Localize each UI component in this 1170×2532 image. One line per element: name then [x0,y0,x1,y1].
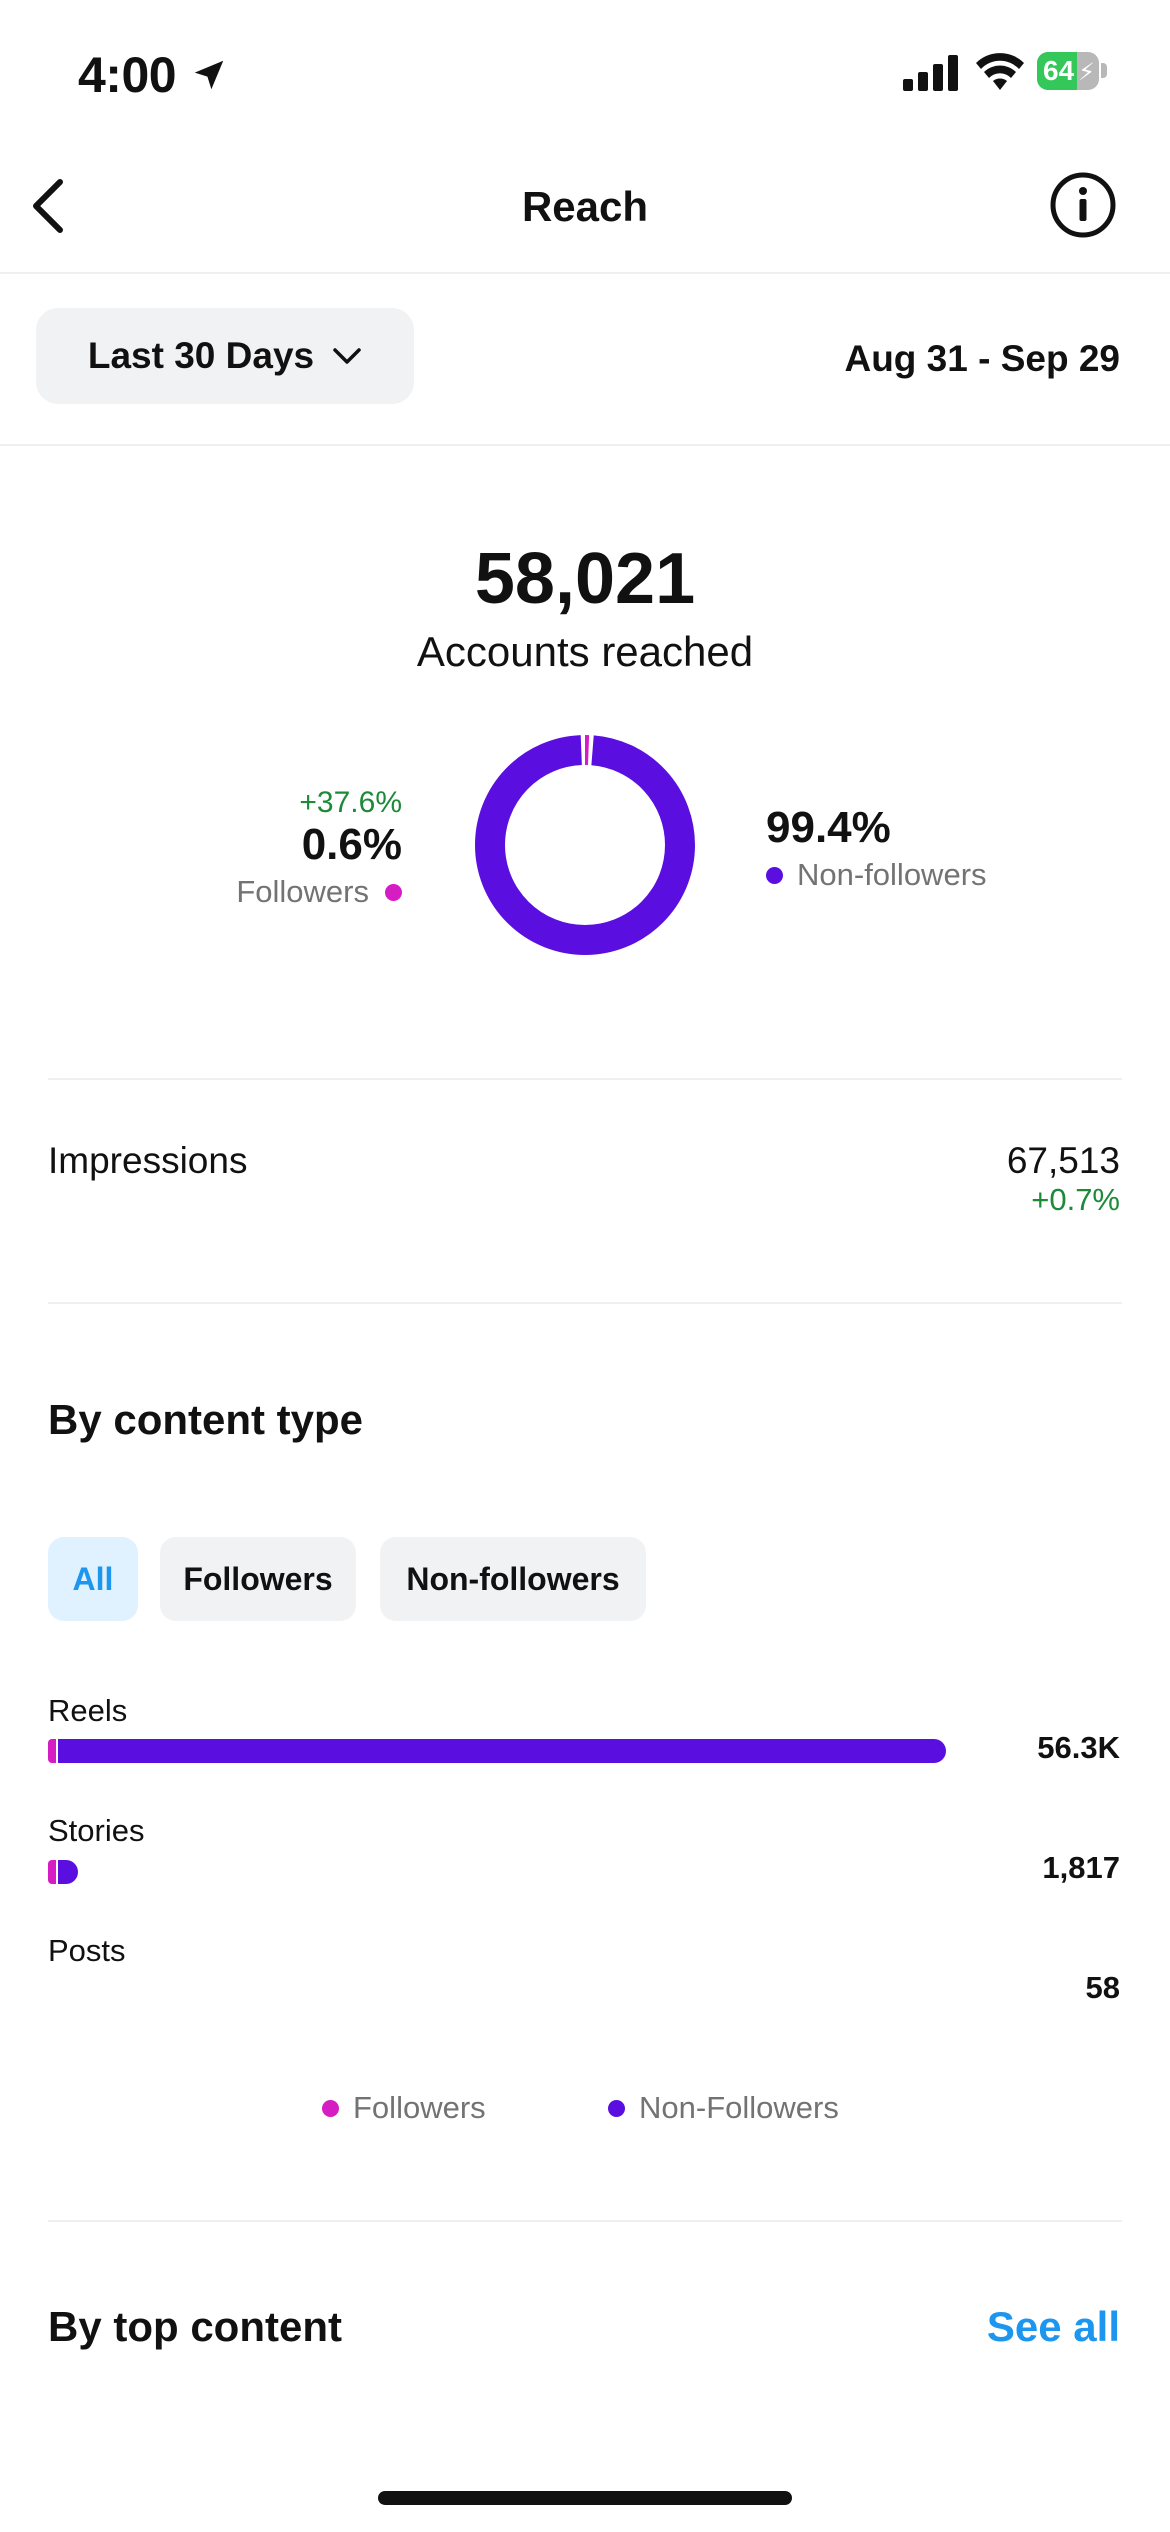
bar-value-reels: 56.3K [1037,1730,1120,1765]
tab-all[interactable]: All [48,1537,138,1621]
charging-bolt-icon: ⚡ [1078,59,1095,86]
non-followers-legend-label: Non-followers [797,857,987,892]
date-range-dropdown-label: Last 30 Days [87,335,315,376]
battery-level: 64 [1043,55,1075,86]
non-followers-legend: Non-followers [766,857,987,893]
followers-legend: Followers [236,874,402,910]
see-all-link[interactable]: See all [986,2303,1120,2350]
accounts-reached-count: 58,021 [474,539,696,619]
tab-followers[interactable]: Followers [160,1537,356,1621]
bar-label-stories: Stories [48,1813,145,1848]
accounts-reached-label: Accounts reached [416,628,754,675]
bar-segment-non-followers-stories [58,1860,78,1884]
bar-label-reels: Reels [48,1693,128,1728]
impressions-label: Impressions [48,1140,248,1181]
battery-indicator: 64 ⚡ [1037,52,1099,90]
chevron-down-icon [333,348,361,364]
bar-segment-followers-stories [48,1860,56,1884]
bar-value-stories: 1,817 [1042,1850,1120,1885]
header-divider [0,272,1170,274]
back-chevron-icon[interactable] [22,176,82,236]
donut-followers-segment [475,735,695,955]
tab-non-followers[interactable]: Non-followers [380,1537,646,1621]
followers-percent: 0.6% [301,820,402,869]
summary-divider [48,1078,1122,1080]
non-followers-percent: 99.4% [766,803,891,852]
legend-non-followers-dot [608,2099,625,2117]
non-followers-dot [766,866,783,884]
top-content-title: By top content [48,2303,342,2350]
legend-followers-label: Followers [353,2090,486,2125]
reach-donut-chart [475,735,695,955]
home-indicator[interactable] [378,2491,792,2505]
page-title: Reach [521,183,649,230]
content-type-divider [48,2220,1122,2222]
legend-non-followers-label: Non-Followers [639,2090,839,2125]
legend-followers: Followers [322,2090,486,2126]
legend-followers-dot [322,2099,339,2117]
impressions-divider [48,1302,1122,1304]
filter-divider [0,444,1170,446]
status-time: 4:00 [78,47,177,103]
impressions-value: 67,513 [1006,1140,1120,1181]
donut-non-followers-segment [475,735,695,955]
bar-segment-non-followers-reels [58,1739,946,1763]
location-arrow-icon [194,60,224,90]
date-range-dropdown[interactable]: Last 30 Days [36,308,414,404]
battery-tip [1101,63,1107,78]
bar-label-posts: Posts [48,1933,126,1968]
followers-change: +37.6% [299,786,402,819]
content-type-title: By content type [48,1396,364,1443]
cellular-signal-icon [903,55,958,91]
followers-dot [385,883,402,901]
wifi-icon [976,53,1024,90]
date-range-text: Aug 31 - Sep 29 [844,338,1120,379]
impressions-change: +0.7% [1031,1182,1120,1217]
followers-legend-label: Followers [236,874,369,909]
info-icon[interactable] [1050,172,1116,238]
bar-segment-followers-reels [48,1739,56,1763]
legend-non-followers: Non-Followers [608,2090,839,2126]
bar-value-posts: 58 [1085,1970,1120,2005]
